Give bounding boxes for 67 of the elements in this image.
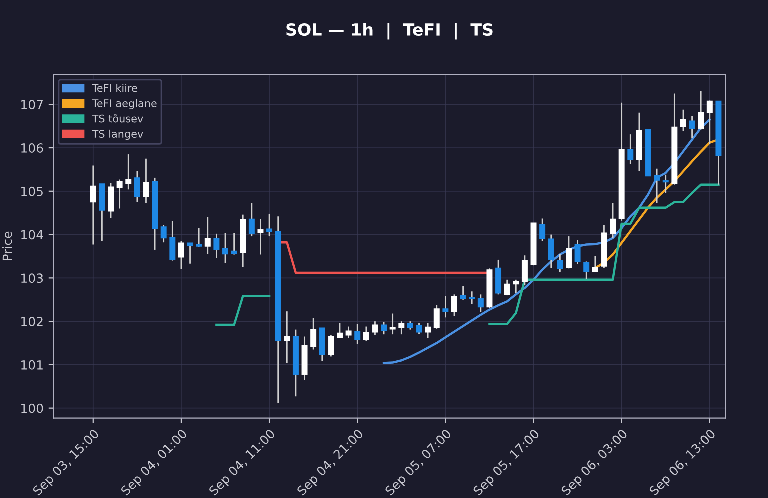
candlestick <box>346 326 352 339</box>
candlestick <box>258 218 264 256</box>
y-tick-label: 100 <box>22 404 44 414</box>
candlestick <box>187 242 194 265</box>
candlestick <box>628 134 634 166</box>
y-tick-label: 106 <box>22 143 44 153</box>
candlestick <box>478 294 484 313</box>
candlestick <box>610 202 616 239</box>
chart-title: SOL — 1h | TeFI | TS <box>286 23 493 40</box>
candlestick <box>584 261 590 280</box>
legend-label: TS langev <box>92 130 144 140</box>
candlestick <box>434 304 440 330</box>
candlestick <box>381 322 388 336</box>
candlestick <box>143 158 150 204</box>
candlestick <box>231 232 238 256</box>
candlestick <box>328 334 334 358</box>
candlestick <box>266 213 273 238</box>
y-tick-label: 104 <box>22 230 44 240</box>
candlestick <box>310 317 317 350</box>
y-tick-label: 103 <box>22 274 44 284</box>
legend-label: TeFI kiire <box>92 84 138 92</box>
candlestick <box>706 100 713 146</box>
candlestick <box>654 168 660 204</box>
candlestick <box>222 232 228 264</box>
candlestick <box>592 256 598 273</box>
y-tick-label: 102 <box>22 317 43 326</box>
candlestick <box>116 179 123 210</box>
y-tick-label: 101 <box>22 360 43 370</box>
candlestick <box>698 90 704 130</box>
legend-label: TeFI aeglane <box>92 99 157 110</box>
candlestick <box>689 116 696 139</box>
candlestick <box>214 233 220 259</box>
candlestick <box>557 254 564 273</box>
candlestick <box>398 320 405 336</box>
candlestick <box>504 279 510 296</box>
candlestick <box>363 326 370 342</box>
candlestick <box>196 228 202 248</box>
y-tick-label: 107 <box>22 100 43 110</box>
candlestick <box>372 320 378 336</box>
candlestick <box>248 202 255 238</box>
candlestick <box>178 240 184 270</box>
candlestick <box>284 310 290 364</box>
y-tick-label: 105 <box>22 186 43 196</box>
candlestick <box>662 174 669 194</box>
candlestick <box>416 322 422 335</box>
candlestick <box>522 254 528 286</box>
candlestick <box>90 165 96 246</box>
candlestick <box>425 322 432 339</box>
candlestick <box>513 279 520 294</box>
candlestick <box>680 109 686 132</box>
candlestick <box>354 323 361 345</box>
candlestick <box>337 322 343 339</box>
candlestick <box>469 290 476 305</box>
candlestick <box>452 294 458 318</box>
y-axis-title: Price <box>2 232 12 261</box>
candlestick <box>540 218 546 242</box>
candlestick <box>566 236 572 270</box>
candlestick <box>574 240 581 265</box>
candlestick <box>548 234 554 269</box>
candlestick <box>160 224 167 244</box>
candlestick <box>460 286 466 301</box>
candlestick <box>204 216 211 256</box>
candlestick <box>126 154 132 190</box>
legend-label: TS tõusev <box>92 114 144 123</box>
candlestick <box>134 170 140 203</box>
candlestick <box>170 220 176 262</box>
candlestick <box>442 296 449 318</box>
